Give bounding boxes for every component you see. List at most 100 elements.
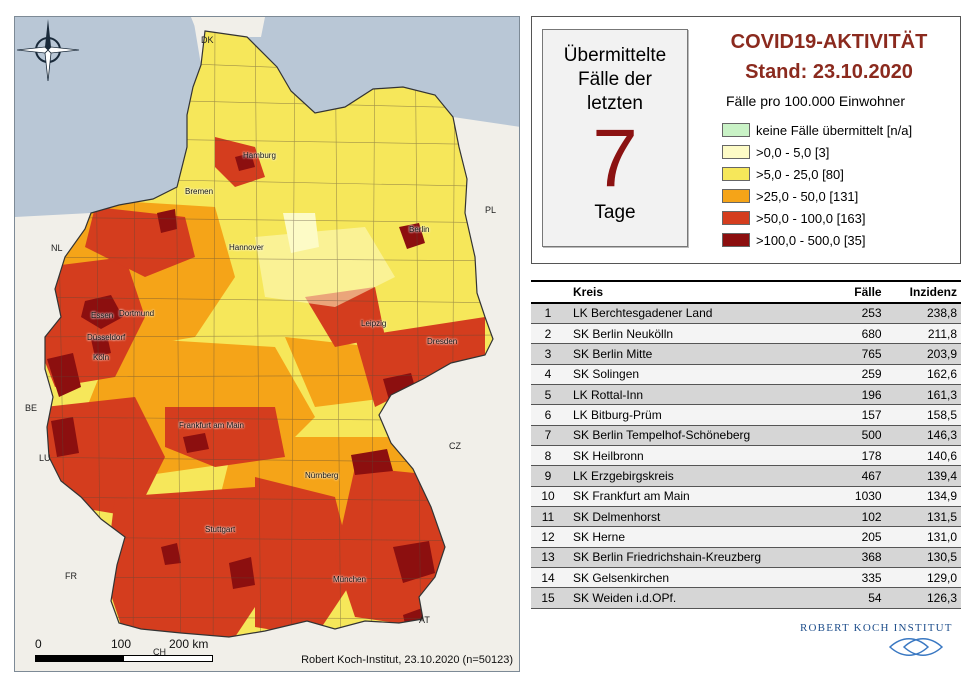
legend: keine Fälle übermittelt [n/a] >0,0 - 5,0… (722, 119, 912, 251)
row-inzidenz: 130,5 (885, 547, 961, 568)
row-inzidenz: 126,3 (885, 587, 961, 609)
row-kreis: SK Heilbronn (565, 445, 838, 467)
legend-title: Fälle pro 100.000 Einwohner (726, 93, 906, 109)
map-canvas (15, 17, 519, 671)
country-code-lu: LU (39, 453, 51, 463)
row-faelle: 368 (837, 547, 886, 568)
germany-outline (44, 30, 494, 638)
legend-swatch (722, 233, 750, 247)
row-kreis: SK Weiden i.d.OPf. (565, 587, 838, 609)
header-faelle: Fälle (854, 285, 882, 299)
country-code-pl: PL (485, 205, 497, 215)
row-faelle: 765 (837, 343, 886, 365)
country-code-cz: CZ (449, 441, 461, 451)
row-kreis: SK Gelsenkirchen (565, 567, 838, 589)
table-header-row: Kreis Fälle Inzidenz (531, 281, 961, 303)
top-districts-table: Kreis Fälle Inzidenz 1 LK Berchtesgadener… (531, 280, 961, 609)
table-row: 13 SK Berlin Friedrichshain-Kreuzberg 368 1… (531, 547, 961, 568)
scale-bar: 0 100 200 km (35, 637, 235, 667)
row-rank: 14 (531, 567, 565, 589)
row-rank: 1 (531, 303, 565, 324)
row-kreis: SK Berlin Tempelhof-Schöneberg (565, 425, 838, 446)
scale-label-end: 200 km (169, 637, 209, 651)
header-kreis: Kreis (573, 285, 604, 299)
row-inzidenz: 158,5 (885, 404, 961, 426)
row-rank: 4 (531, 364, 565, 385)
row-rank: 10 (531, 486, 565, 507)
row-faelle: 54 (837, 587, 886, 609)
city-nuernberg: Nürnberg (305, 471, 339, 480)
info-panel: Übermittelte Fälle der letzten 7 Tage CO… (531, 16, 961, 264)
row-faelle: 259 (837, 364, 886, 385)
legend-swatch (722, 167, 750, 181)
row-rank: 13 (531, 547, 565, 568)
row-inzidenz: 131,0 (885, 526, 961, 548)
row-kreis: LK Rottal-Inn (565, 384, 838, 406)
legend-swatch (722, 123, 750, 137)
city-muenchen: München (333, 575, 366, 584)
row-faelle: 178 (837, 445, 886, 467)
row-faelle: 102 (837, 506, 886, 528)
table-row: 6 LK Bitburg-Prüm 157 158,5 (531, 404, 961, 426)
table-row: 15 SK Weiden i.d.OPf. 54 126,3 (531, 587, 961, 609)
row-rank: 7 (531, 425, 565, 446)
row-kreis: LK Bitburg-Prüm (565, 404, 838, 426)
table-row: 14 SK Gelsenkirchen 335 129,0 (531, 567, 961, 589)
rki-logo-text: ROBERT KOCH INSTITUT (800, 622, 953, 634)
row-rank: 12 (531, 526, 565, 548)
legend-item: keine Fälle übermittelt [n/a] (722, 119, 912, 141)
table-row: 7 SK Berlin Tempelhof-Schöneberg 500 146,3 (531, 425, 961, 446)
legend-swatch (722, 189, 750, 203)
row-inzidenz: 140,6 (885, 445, 961, 467)
city-duesseldorf: Düsseldorf (87, 333, 126, 342)
cases-days-unit: Tage (594, 202, 636, 223)
legend-label: >50,0 - 100,0 [163] (756, 210, 866, 226)
row-inzidenz: 211,8 (885, 323, 961, 345)
city-essen: Essen (91, 311, 114, 320)
city-dresden: Dresden (427, 337, 458, 346)
country-code-fr: FR (65, 571, 77, 581)
city-leipzig: Leipzig (361, 319, 387, 328)
city-stuttgart: Stuttgart (205, 525, 236, 534)
row-inzidenz: 129,0 (885, 567, 961, 589)
row-kreis: SK Frankfurt am Main (565, 486, 838, 507)
row-inzidenz: 238,8 (885, 303, 961, 324)
row-inzidenz: 134,9 (885, 486, 961, 507)
row-faelle: 467 (837, 465, 886, 487)
country-code-dk: DK (201, 35, 214, 45)
denmark-land (191, 17, 265, 37)
row-kreis: SK Delmenhorst (565, 506, 838, 528)
row-rank: 9 (531, 465, 565, 487)
city-berlin: Berlin (409, 225, 430, 234)
table-row: 5 LK Rottal-Inn 196 161,3 (531, 384, 961, 406)
city-frankfurt: Frankfurt am Main (179, 421, 244, 430)
row-faelle: 1030 (837, 486, 886, 507)
legend-item: >0,0 - 5,0 [3] (722, 141, 912, 163)
row-inzidenz: 146,3 (885, 425, 961, 446)
row-faelle: 335 (837, 567, 886, 589)
row-rank: 11 (531, 506, 565, 528)
legend-label: keine Fälle übermittelt [n/a] (756, 122, 913, 138)
row-kreis: LK Berchtesgadener Land (565, 303, 838, 324)
table-row: 8 SK Heilbronn 178 140,6 (531, 445, 961, 467)
header-rank (531, 281, 565, 303)
row-kreis: LK Erzgebirgskreis (565, 465, 838, 487)
row-inzidenz: 162,6 (885, 364, 961, 385)
legend-swatch (722, 211, 750, 225)
row-faelle: 680 (837, 323, 886, 345)
row-kreis: SK Berlin Friedrichshain-Kreuzberg (565, 547, 838, 568)
country-code-be: BE (25, 403, 38, 413)
row-kreis: SK Herne (565, 526, 838, 548)
row-rank: 2 (531, 323, 565, 345)
city-dortmund: Dortmund (119, 309, 155, 318)
legend-label: >0,0 - 5,0 [3] (756, 144, 830, 160)
headline: COVID19-AKTIVITÄT Stand: 23.10.2020 (704, 27, 954, 87)
north-sea (15, 17, 201, 217)
row-kreis: SK Berlin Mitte (565, 343, 838, 365)
country-code-ch: CH (153, 647, 166, 657)
baltic-sea (247, 17, 519, 127)
table-row: 11 SK Delmenhorst 102 131,5 (531, 506, 961, 528)
row-rank: 6 (531, 404, 565, 426)
rki-logo: ROBERT KOCH INSTITUT (800, 622, 962, 663)
rki-emblem-icon (888, 638, 944, 656)
